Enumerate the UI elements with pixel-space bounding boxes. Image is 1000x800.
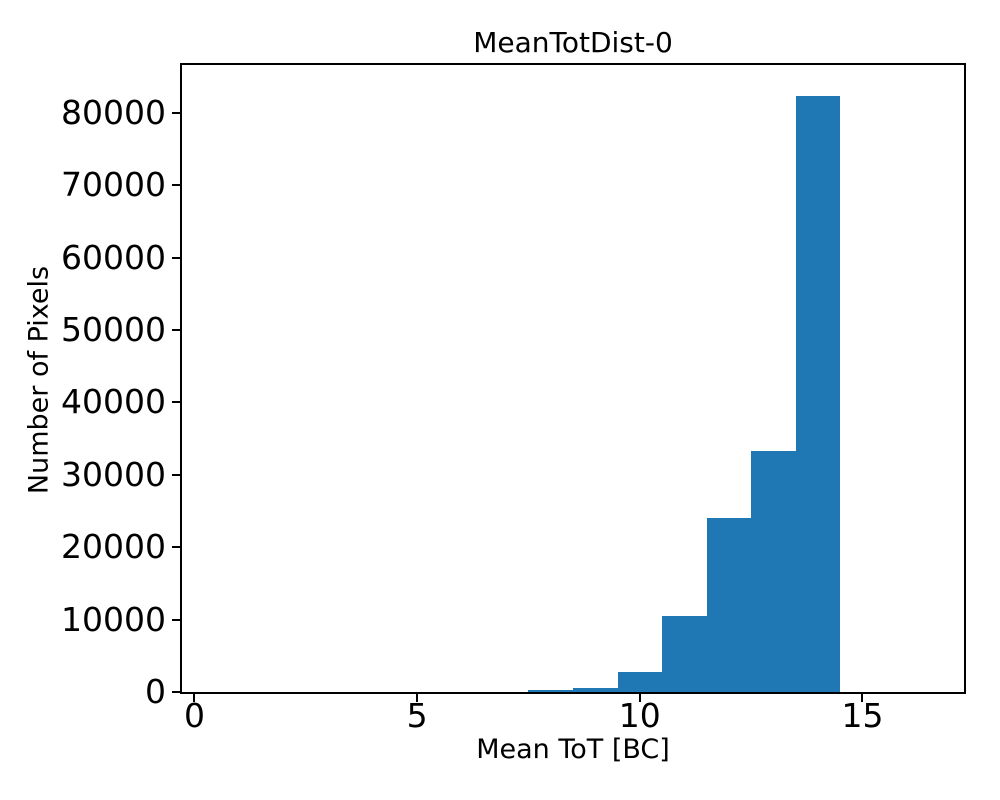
y-tick-mark xyxy=(172,546,180,549)
y-axis-label: Number of Pixels xyxy=(23,265,55,495)
histogram-bar xyxy=(528,690,573,692)
histogram-bar xyxy=(662,615,707,692)
y-tick-label: 70000 xyxy=(61,165,166,205)
x-tick-mark xyxy=(193,694,196,702)
y-tick-mark xyxy=(172,111,180,114)
histogram-bar xyxy=(706,518,752,692)
x-tick-mark xyxy=(861,694,864,702)
x-axis-label: Mean ToT [BC] xyxy=(476,734,670,765)
histogram-bar xyxy=(573,687,618,692)
y-tick-mark xyxy=(172,328,180,331)
x-tick-label: 5 xyxy=(406,696,428,735)
histogram-bar xyxy=(751,450,796,692)
histogram-bar xyxy=(617,671,663,692)
y-tick-mark xyxy=(172,473,180,476)
plot-area xyxy=(180,63,966,694)
x-tick-label: 10 xyxy=(618,696,661,735)
y-tick-mark xyxy=(172,618,180,621)
y-tick-mark xyxy=(172,691,180,693)
x-tick-mark xyxy=(638,694,641,702)
histogram-bar xyxy=(795,96,841,692)
y-tick-label: 10000 xyxy=(61,599,166,639)
y-tick-label: 20000 xyxy=(61,527,166,567)
y-tick-label: 80000 xyxy=(61,92,166,132)
y-tick-mark xyxy=(172,256,180,259)
histogram-bars xyxy=(182,65,964,692)
x-tick-mark xyxy=(416,694,419,702)
y-tick-mark xyxy=(172,401,180,404)
x-tick-label: 0 xyxy=(183,696,205,735)
x-tick-label: 15 xyxy=(841,696,884,735)
chart-title: MeanTotDist-0 xyxy=(473,26,673,59)
y-tick-mark xyxy=(172,184,180,187)
y-tick-label: 0 xyxy=(145,671,166,711)
